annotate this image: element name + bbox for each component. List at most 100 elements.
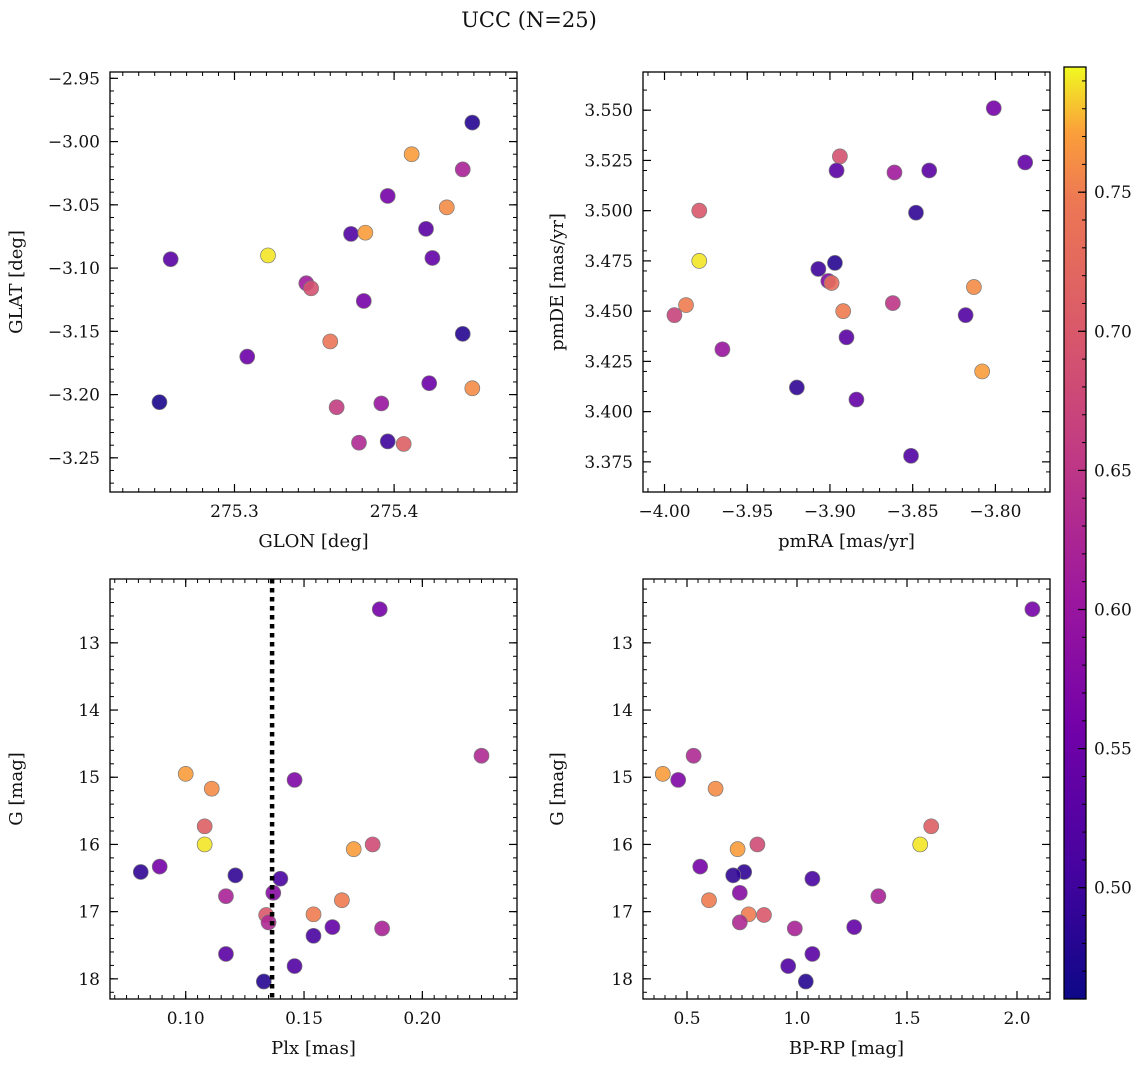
data-point <box>395 436 412 452</box>
data-point <box>260 914 277 931</box>
x-tick-label: −3.95 <box>721 502 773 522</box>
data-point <box>678 297 694 313</box>
data-point <box>374 920 390 937</box>
data-layer <box>654 601 1041 990</box>
y-tick-label: −3.00 <box>48 133 100 153</box>
x-tick-label: 0.15 <box>285 1009 323 1029</box>
y-tick-label: 3.525 <box>584 151 633 171</box>
x-axis-label: pmRA [mas/yr] <box>778 531 915 552</box>
colorbar-tick-label: 0.60 <box>1094 601 1132 621</box>
data-point <box>322 333 339 350</box>
data-point <box>357 224 374 241</box>
data-point <box>196 818 213 835</box>
x-tick-label: −3.85 <box>887 502 939 522</box>
data-point <box>691 202 708 219</box>
data-point <box>203 780 220 797</box>
y-tick-label: −3.15 <box>48 322 100 342</box>
data-point <box>685 747 702 764</box>
data-point <box>260 247 276 264</box>
y-tick-label: −2.95 <box>48 69 100 89</box>
data-point <box>666 307 683 324</box>
data-point <box>227 867 244 884</box>
data-point <box>218 946 234 962</box>
colorbar-tick-label: 0.75 <box>1094 183 1132 203</box>
colorbar-gradient <box>1063 66 1087 1000</box>
data-point <box>692 858 709 875</box>
data-point <box>912 836 929 853</box>
y-axis-label: G [mag] <box>6 752 27 825</box>
data-point <box>454 326 471 342</box>
y-tick-label: −3.10 <box>48 259 100 279</box>
y-tick-label: 14 <box>78 701 100 721</box>
x-tick-label: −4.00 <box>638 502 690 522</box>
figure-title: UCC (N=25) <box>461 8 597 32</box>
plot-frame <box>642 578 1051 1000</box>
panel-glon-glat: 275.3 275.4 −2.95 −3.00 −3.05 −3.10 −3.15 −3.20… <box>6 69 518 552</box>
data-point <box>464 114 481 131</box>
data-point <box>305 906 322 923</box>
data-point <box>464 380 481 397</box>
y-tick-label: 18 <box>611 970 633 990</box>
data-point <box>177 766 194 782</box>
data-point <box>835 303 852 319</box>
plot-frame <box>109 71 518 493</box>
data-point <box>789 379 805 396</box>
colorbar-tick-label: 0.55 <box>1094 740 1132 760</box>
data-point <box>303 280 319 297</box>
data-point <box>343 226 359 242</box>
data-point <box>729 841 746 857</box>
plot-frame <box>642 71 1051 493</box>
colorbar: 0.50 0.55 0.60 0.65 0.70 0.75 <box>1063 66 1132 1000</box>
data-point <box>286 772 303 788</box>
data-point <box>255 973 272 990</box>
x-tick-label: 0.20 <box>403 1009 441 1029</box>
data-point <box>305 927 322 944</box>
data-point <box>725 867 742 884</box>
x-tick-label: −3.90 <box>804 502 856 522</box>
y-tick-label: −3.20 <box>48 386 100 406</box>
data-point <box>272 870 289 887</box>
data-point <box>691 253 708 269</box>
data-point <box>473 747 490 764</box>
data-point <box>351 434 367 451</box>
data-point <box>454 161 471 178</box>
colorbar-tick-label: 0.50 <box>1094 879 1132 899</box>
data-point <box>328 399 345 416</box>
x-axis-label: Plx [mas] <box>271 1038 356 1059</box>
y-tick-label: 18 <box>78 970 100 990</box>
y-tick-label: 15 <box>78 768 100 788</box>
y-tick-label: 3.475 <box>584 252 633 272</box>
y-tick-label: 17 <box>611 903 633 923</box>
x-tick-label: 0.5 <box>673 1009 700 1029</box>
data-point <box>364 836 381 853</box>
data-point <box>132 864 149 880</box>
data-point <box>923 818 940 835</box>
data-point <box>371 601 388 618</box>
data-layer <box>132 579 490 999</box>
data-point <box>1024 601 1041 618</box>
x-tick-label: 275.4 <box>370 502 419 522</box>
x-tick-label: 1.0 <box>783 1009 810 1029</box>
data-point <box>379 433 396 450</box>
data-point <box>239 348 256 365</box>
data-point <box>162 251 179 268</box>
data-point <box>921 162 938 179</box>
data-layer <box>666 100 1034 464</box>
data-point <box>714 341 731 358</box>
data-point <box>966 279 982 295</box>
y-tick-label: 13 <box>78 634 100 654</box>
y-tick-label: −3.05 <box>48 196 100 216</box>
y-tick-label: 3.425 <box>584 352 633 372</box>
data-point <box>218 888 234 905</box>
data-point <box>804 870 821 887</box>
data-point <box>345 841 362 857</box>
x-tick-label: 275.3 <box>210 502 259 522</box>
data-point <box>832 148 848 165</box>
plot-frame <box>109 578 518 1000</box>
y-axis-label: pmDE [mas/yr] <box>547 213 568 351</box>
data-point <box>1017 154 1034 171</box>
data-point <box>797 973 814 990</box>
data-point <box>403 146 420 163</box>
data-point <box>756 907 772 923</box>
data-point <box>804 946 821 962</box>
